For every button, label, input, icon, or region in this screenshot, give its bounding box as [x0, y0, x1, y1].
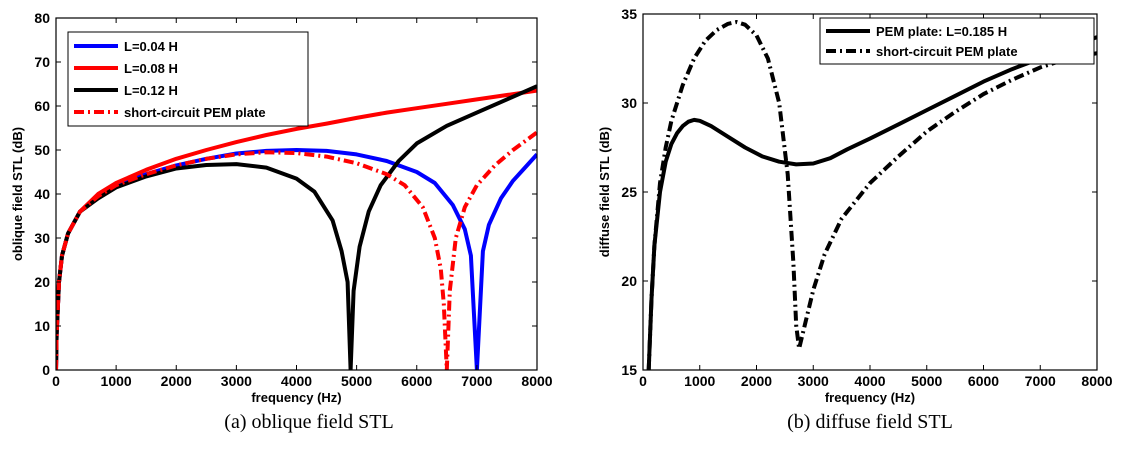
x-tick-label-a-6: 6000: [401, 373, 432, 389]
legend-a: L=0.04 H L=0.08 H L=0.12 H short-circuit PE…: [67, 31, 309, 127]
y-tick-label-a-0: 0: [42, 362, 50, 378]
x-tick-label-b-0: 0: [639, 373, 647, 389]
y-tick-label-a-5: 50: [34, 142, 50, 158]
y-tick-label-a-6: 60: [34, 98, 50, 114]
x-tick-label-b-3: 3000: [798, 373, 829, 389]
x-tick-label-a-3: 3000: [221, 373, 252, 389]
y-tick-label-a-2: 20: [34, 274, 50, 290]
x-tick-label-b-6: 6000: [968, 373, 999, 389]
x-tick-label-b-1: 1000: [684, 373, 715, 389]
y-tick-label-a-8: 80: [34, 10, 50, 26]
x-tick-label-a-0: 0: [52, 373, 60, 389]
x-tick-label-a-2: 2000: [161, 373, 192, 389]
x-tick-label-b-5: 5000: [911, 373, 942, 389]
series-line-a-3: [56, 130, 537, 370]
series-line-b-0: [646, 35, 1097, 370]
x-tick-label-a-5: 5000: [341, 373, 372, 389]
y-tick-label-a-1: 10: [34, 318, 50, 334]
plot-frame-b: [642, 13, 1098, 371]
y-tick-label-b-3: 30: [621, 95, 637, 111]
x-tick-label-a-8: 8000: [521, 373, 552, 389]
y-tick-label-b-1: 20: [621, 273, 637, 289]
legend-label-b-1: short-circuit PEM plate: [876, 44, 1018, 59]
y-tick-label-b-0: 15: [621, 362, 637, 378]
legend-label-a-2: L=0.12 H: [124, 83, 178, 98]
x-tick-label-b-4: 4000: [854, 373, 885, 389]
chart-oblique-field-stl: 0 1000 2000 3000 4000 5000 6000 7000 8000 0 10 20 30…: [10, 10, 553, 405]
x-tick-label-b-7: 7000: [1025, 373, 1056, 389]
legend-label-a-3: short-circuit PEM plate: [124, 105, 266, 120]
x-tick-label-b-8: 8000: [1081, 373, 1112, 389]
series-line-b-1: [646, 20, 1097, 370]
legend-label-a-0: L=0.04 H: [124, 39, 178, 54]
x-axis-label-a: frequency (Hz): [251, 390, 341, 405]
y-tick-label-a-4: 40: [34, 186, 50, 202]
legend-b: PEM plate: L=0.185 H short-circuit PEM pl…: [819, 17, 1095, 65]
x-tick-label-a-4: 4000: [281, 373, 312, 389]
y-tick-label-a-7: 70: [34, 54, 50, 70]
y-axis-label-a: oblique field STL (dB): [10, 127, 25, 261]
legend-label-b-0: PEM plate: L=0.185 H: [876, 24, 1007, 39]
y-axis-label-b: diffuse field STL (dB): [597, 127, 612, 257]
chart-diffuse-field-stl: 0 1000 2000 3000 4000 5000 6000 7000 8000 15 20 25 3…: [597, 6, 1113, 405]
legend-box-b: [819, 17, 1095, 65]
caption-a: (a) oblique field STL: [224, 411, 393, 433]
x-tick-label-a-1: 1000: [101, 373, 132, 389]
legend-label-a-1: L=0.08 H: [124, 61, 178, 76]
y-tick-label-b-4: 35: [621, 6, 637, 22]
caption-b: (b) diffuse field STL: [787, 411, 953, 433]
y-tick-label-a-3: 30: [34, 230, 50, 246]
x-tick-label-b-2: 2000: [741, 373, 772, 389]
x-tick-label-a-7: 7000: [461, 373, 492, 389]
x-axis-label-b: frequency (Hz): [825, 390, 915, 405]
y-tick-label-b-2: 25: [621, 184, 637, 200]
